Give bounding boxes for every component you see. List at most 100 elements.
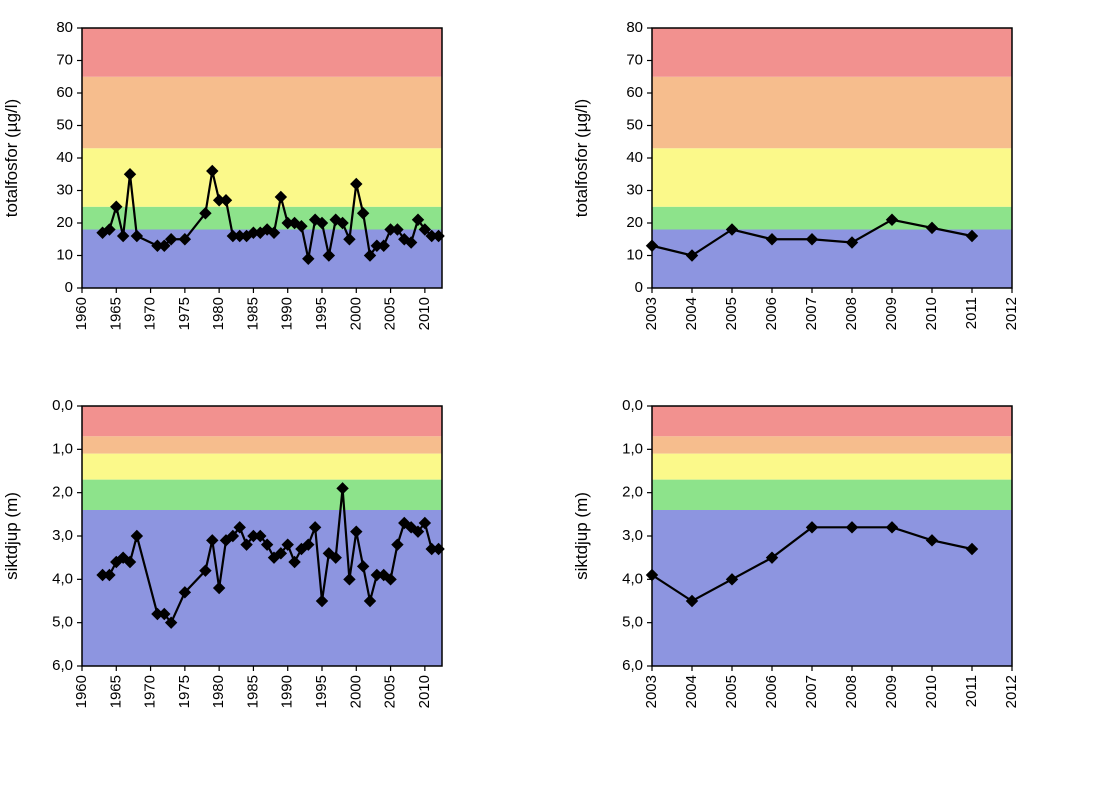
status-band <box>82 480 442 510</box>
x-tick-label: 2011 <box>963 675 980 707</box>
status-band <box>652 28 1012 77</box>
status-band <box>652 454 1012 480</box>
status-band <box>652 480 1012 510</box>
x-tick-label: 2003 <box>643 297 660 330</box>
status-band <box>652 148 1012 207</box>
chart-grid: totalfosfor (µg/l) 0 10 20 30 40 50 60 70 80 1960 1… <box>20 20 1080 726</box>
x-tick-label: 2005 <box>723 675 740 708</box>
chart-bl-secchi-long: siktdjup (m)0,01,02,03,04,05,06,01960196… <box>20 398 510 726</box>
x-tick-label: 2007 <box>803 297 820 330</box>
x-tick-label: 2006 <box>763 297 780 330</box>
y-tick-label: 5,0 <box>52 614 73 631</box>
x-tick-label: 1985 <box>244 675 261 708</box>
y-tick-label: 2,0 <box>52 484 73 501</box>
y-tick-label: 2,0 <box>622 484 643 501</box>
status-band <box>652 207 1012 230</box>
status-band <box>652 436 1012 453</box>
x-tick-label: 1970 <box>142 297 159 330</box>
y-tick-label: 30 <box>56 181 73 198</box>
x-tick-label: 2010 <box>416 297 433 330</box>
y-tick-label: 30 <box>626 181 643 198</box>
x-tick-label: 2010 <box>416 675 433 708</box>
status-band <box>652 406 1012 436</box>
chart-svg: 0,01,02,03,04,05,06,02003200420052006200… <box>590 398 1024 726</box>
x-tick-label: 2007 <box>803 675 820 708</box>
chart-svg: 0 10 20 30 40 50 60 70 80 1960 1965 1970 1975 1980 198… <box>20 20 454 348</box>
y-tick-label: 20 <box>626 214 643 231</box>
x-tick-label: 2012 <box>1003 297 1020 330</box>
x-tick-label: 1965 <box>107 675 124 708</box>
y-tick-label: 0 <box>635 279 643 296</box>
status-band <box>82 77 442 149</box>
x-tick-label: 1975 <box>176 297 193 330</box>
x-tick-label: 1990 <box>279 675 296 708</box>
y-tick-label: 5,0 <box>622 614 643 631</box>
x-tick-label: 2005 <box>723 297 740 330</box>
chart-br-secchi-short: siktdjup (m)0,01,02,03,04,05,06,02003200… <box>590 398 1080 726</box>
y-tick-label: 20 <box>56 214 73 231</box>
y-tick-label: 6,0 <box>622 657 643 674</box>
status-band <box>82 406 442 436</box>
status-band <box>652 510 1012 666</box>
y-tick-label: 0,0 <box>622 398 643 414</box>
y-tick-label: 0,0 <box>52 398 73 414</box>
y-tick-label: 50 <box>626 116 643 133</box>
x-tick-label: 2010 <box>923 297 940 330</box>
status-band <box>82 436 442 453</box>
x-tick-label: 1965 <box>107 297 124 330</box>
status-band <box>82 148 442 207</box>
y-tick-label: 50 <box>56 116 73 133</box>
x-tick-label: 2011 <box>963 297 980 329</box>
x-tick-label: 2004 <box>683 675 700 708</box>
y-tick-label: 40 <box>56 149 73 166</box>
x-tick-label: 2009 <box>883 297 900 330</box>
y-tick-label: 70 <box>56 51 73 68</box>
x-tick-label: 2005 <box>382 675 399 708</box>
chart-svg: 0,01,02,03,04,05,06,01960196519701975198… <box>20 398 454 726</box>
x-tick-label: 2005 <box>382 297 399 330</box>
x-tick-label: 2003 <box>643 675 660 708</box>
x-tick-label: 2012 <box>1003 675 1020 708</box>
x-tick-label: 1970 <box>142 675 159 708</box>
x-tick-label: 1990 <box>279 297 296 330</box>
x-tick-label: 1995 <box>313 675 330 708</box>
x-tick-label: 1995 <box>313 297 330 330</box>
status-band <box>652 77 1012 149</box>
y-tick-label: 0 <box>65 279 73 296</box>
chart-tl-phos-long: totalfosfor (µg/l)0102030405060708019601… <box>20 20 510 348</box>
y-axis-label: totalfosfor (µg/l) <box>572 99 592 217</box>
y-tick-label: 3,0 <box>52 527 73 544</box>
chart-svg: 0 10 20 30 40 50 60 70 80 2003 2004 2005 2006 2007 200… <box>590 20 1024 348</box>
x-tick-label: 2006 <box>763 675 780 708</box>
y-tick-label: 40 <box>626 149 643 166</box>
y-tick-label: 60 <box>56 84 73 101</box>
x-tick-label: 2000 <box>347 297 364 330</box>
y-axis-label: siktdjup (m) <box>2 492 22 580</box>
x-tick-label: 1980 <box>210 297 227 330</box>
y-tick-label: 6,0 <box>52 657 73 674</box>
x-tick-label: 2010 <box>923 675 940 708</box>
y-tick-label: 80 <box>626 20 643 36</box>
chart-tr-phos-short: totalfosfor (µg/l)0102030405060708020032… <box>590 20 1080 348</box>
status-band <box>82 454 442 480</box>
y-tick-label: 1,0 <box>52 440 73 457</box>
y-tick-label: 10 <box>626 246 643 263</box>
x-tick-label: 1985 <box>244 297 261 330</box>
y-tick-label: 60 <box>626 84 643 101</box>
x-tick-label: 2004 <box>683 297 700 330</box>
y-tick-label: 10 <box>56 246 73 263</box>
y-axis-label: siktdjup (m) <box>572 492 592 580</box>
x-tick-label: 2009 <box>883 675 900 708</box>
y-tick-label: 70 <box>626 51 643 68</box>
y-axis-label: totalfosfor (µg/l) <box>2 99 22 217</box>
status-band <box>82 28 442 77</box>
x-tick-label: 1960 <box>73 297 90 330</box>
y-tick-label: 4,0 <box>622 570 643 587</box>
y-tick-label: 1,0 <box>622 440 643 457</box>
status-band <box>652 230 1012 289</box>
x-tick-label: 2000 <box>347 675 364 708</box>
y-tick-label: 80 <box>56 20 73 36</box>
x-tick-label: 1975 <box>176 675 193 708</box>
x-tick-label: 1960 <box>73 675 90 708</box>
x-tick-label: 2008 <box>843 675 860 708</box>
